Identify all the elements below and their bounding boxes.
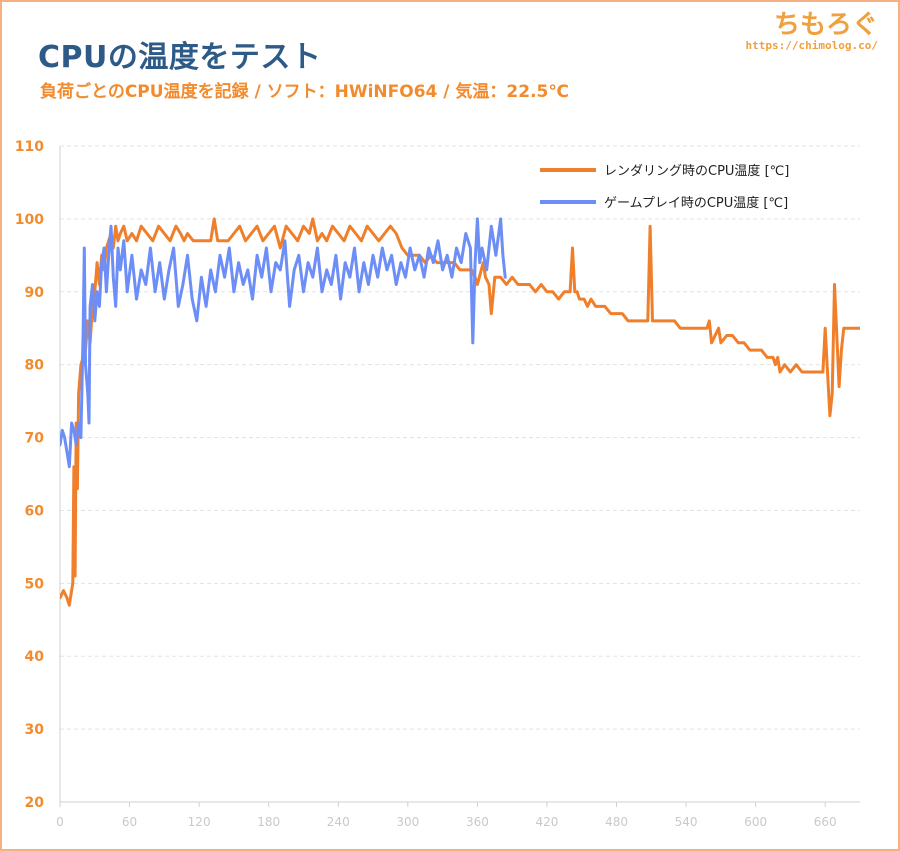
- x-tick-label: 300: [396, 815, 419, 829]
- brand-url: https://chimolog.co/: [745, 39, 878, 52]
- page-subtitle: 負荷ごとのCPU温度を記録 / ソフト：HWiNFO64 / 気温：22.5℃: [40, 82, 569, 102]
- x-tick-label: 240: [327, 815, 350, 829]
- x-tick-label: 60: [122, 815, 137, 829]
- x-tick-label: 0: [56, 815, 64, 829]
- legend-label: レンダリング時のCPU温度 [℃]: [604, 163, 789, 179]
- x-tick-label: 660: [814, 815, 837, 829]
- legend-label: ゲームプレイ時のCPU温度 [℃]: [604, 195, 788, 211]
- y-tick-label: 70: [25, 431, 45, 447]
- x-tick-label: 360: [466, 815, 489, 829]
- y-tick-label: 40: [25, 649, 45, 665]
- x-tick-label: 480: [605, 815, 628, 829]
- series-line-gaming: [60, 217, 507, 469]
- x-tick-label: 120: [188, 815, 211, 829]
- legend: レンダリング時のCPU温度 [℃] ゲームプレイ時のCPU温度 [℃]: [540, 163, 789, 211]
- y-tick-label: 100: [15, 212, 44, 228]
- x-tick-label: 540: [675, 815, 698, 829]
- x-tick-label: 420: [536, 815, 559, 829]
- series-line-rendering: [60, 217, 860, 607]
- axes: 20 30 40 50 60 70 80 90 100 110 0 60 120 180 240 300 360…: [15, 139, 860, 829]
- series-lines: [60, 217, 860, 607]
- y-tick-label: 20: [25, 795, 45, 811]
- brand-logo: ちもろぐ https://chimolog.co/: [746, 4, 878, 52]
- y-tick-label: 90: [25, 285, 45, 301]
- y-tick-label: 80: [25, 358, 45, 374]
- y-tick-label: 30: [25, 722, 45, 738]
- page-title: CPUの温度をテスト: [38, 40, 322, 75]
- brand-name: ちもろぐ: [773, 10, 878, 40]
- grid-lines: [60, 145, 860, 730]
- x-tick-label: 180: [257, 815, 280, 829]
- y-tick-label: 60: [25, 503, 45, 519]
- y-tick-label: 110: [15, 139, 44, 155]
- x-tick-label: 600: [744, 815, 767, 829]
- y-tick-label: 50: [25, 576, 45, 592]
